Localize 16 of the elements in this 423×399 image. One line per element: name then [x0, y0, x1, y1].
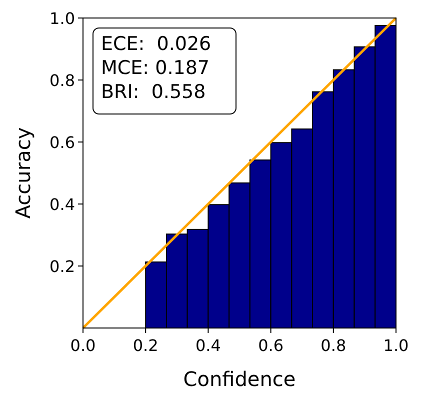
x-tick-label: 0.4	[195, 336, 221, 355]
x-tick-label: 1.0	[383, 336, 409, 355]
x-tick-label: 0.2	[132, 336, 158, 355]
x-axis-title: Confidence	[183, 367, 296, 391]
annotation: BRI: 0.558	[101, 81, 206, 103]
x-tick-label: 0.0	[70, 336, 96, 355]
y-axis-title: Accuracy	[11, 127, 35, 219]
y-tick-label: 0.8	[50, 71, 75, 90]
annotation: MCE: 0.187	[101, 57, 210, 79]
x-tick-label: 0.6	[258, 336, 284, 355]
annotation: ECE: 0.026	[101, 33, 212, 55]
y-tick-label: 0.6	[50, 133, 75, 152]
y-tick-label: 1.0	[50, 9, 75, 28]
y-tick-label: 0.4	[50, 195, 75, 214]
y-tick-label: 0.2	[50, 257, 75, 276]
x-tick-label: 0.8	[320, 336, 346, 355]
